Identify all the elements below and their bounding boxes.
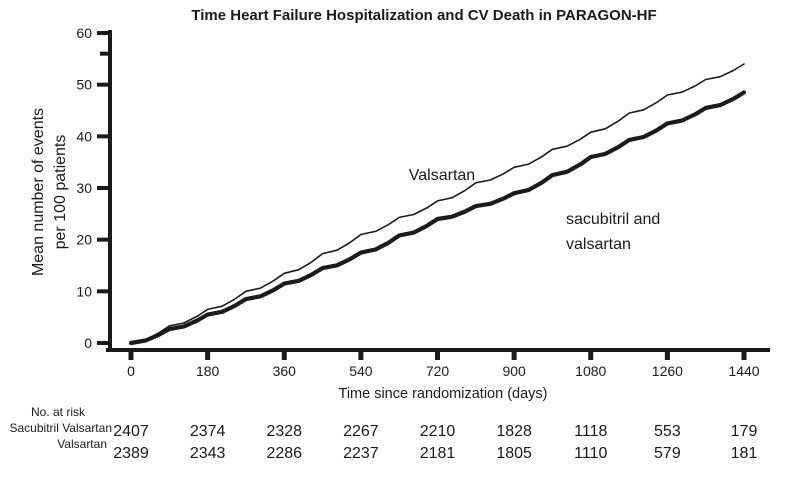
y-axis-ticks: 0 10 20 30 40 50 60	[76, 25, 110, 351]
x-tick-mark	[281, 352, 287, 360]
y-tick-label: 30	[76, 180, 92, 196]
risk-count: 2237	[343, 445, 379, 462]
risk-count: 1110	[574, 445, 607, 462]
x-tick-mark	[741, 352, 747, 360]
y-axis-line	[108, 30, 112, 352]
risk-count: 579	[654, 445, 681, 462]
x-tick-label: 360	[273, 363, 297, 379]
y-axis-title-line2: per 100 patients	[52, 135, 69, 250]
x-tick-label: 1260	[652, 363, 683, 379]
x-axis-title: Time since randomization (days)	[339, 386, 548, 402]
risk-count: 1828	[496, 423, 532, 440]
y-tick-label: 0	[84, 335, 92, 351]
x-tick-mark	[511, 352, 517, 360]
x-tick-mark	[128, 352, 134, 360]
series-label-sacubitril-line2: valsartan	[566, 236, 631, 253]
y-tick-mark	[97, 31, 110, 35]
x-tick-label: 540	[349, 363, 373, 379]
y-tick-mark	[97, 341, 110, 345]
x-tick-mark	[435, 352, 440, 360]
risk-count: 2181	[420, 445, 456, 462]
chart-title: Time Heart Failure Hospitalization and C…	[191, 7, 656, 24]
risk-row-label-valsartan: Valsartan	[57, 437, 107, 451]
risk-count: 2374	[190, 423, 226, 440]
x-axis-line	[106, 348, 770, 352]
risk-count: 2267	[343, 423, 379, 440]
y-minor-tick-mark	[100, 51, 110, 56]
y-tick-label: 50	[76, 77, 92, 93]
y-tick-mark	[97, 82, 110, 87]
y-tick-mark	[97, 289, 110, 294]
risk-count: 179	[731, 423, 758, 440]
x-tick-mark	[588, 352, 594, 360]
x-tick-mark	[205, 352, 211, 360]
risk-table-header: No. at risk	[31, 405, 86, 419]
risk-table-numbers: 2407 2374 2328 2267 2210 1828 1118 553 179 2389 23…	[113, 423, 757, 462]
y-tick-label: 20	[76, 232, 92, 248]
y-tick-mark	[97, 186, 110, 190]
x-tick-label: 180	[196, 363, 220, 379]
risk-count: 1805	[496, 445, 532, 462]
x-tick-label: 900	[502, 363, 526, 379]
risk-count: 2407	[113, 423, 149, 440]
risk-count: 2328	[266, 423, 302, 440]
y-tick-label: 40	[76, 128, 92, 144]
risk-count: 1118	[574, 423, 607, 440]
risk-count: 553	[654, 423, 681, 440]
y-axis-title-line1: Mean number of events	[30, 108, 47, 276]
x-axis-ticks: 0 180 360 540 720 900 1080 1260 1440	[127, 352, 760, 379]
x-tick-mark	[358, 352, 364, 360]
series-label-valsartan: Valsartan	[409, 167, 475, 184]
y-tick-mark	[97, 237, 110, 242]
series-label-sacubitril-line1: sacubitril and	[566, 211, 660, 228]
x-tick-label: 0	[127, 363, 135, 379]
x-tick-label: 720	[426, 363, 450, 379]
series-line-valsartan	[130, 63, 745, 344]
data-series-lines	[128, 63, 747, 346]
risk-count: 2389	[113, 445, 149, 462]
risk-row-label-sacubitril-valsartan: Sacubitril Valsartan	[10, 421, 113, 435]
risk-count: 2343	[190, 445, 226, 462]
y-tick-label: 60	[76, 25, 92, 41]
risk-count: 2210	[420, 423, 456, 440]
y-tick-mark	[97, 134, 110, 139]
series-line-sacubitril-valsartan	[128, 90, 747, 346]
x-tick-label: 1440	[728, 363, 759, 379]
risk-count: 2286	[266, 445, 302, 462]
y-axis-title: Mean number of events per 100 patients	[30, 108, 69, 276]
x-tick-label: 1080	[575, 363, 606, 379]
y-tick-label: 10	[76, 283, 92, 299]
x-tick-mark	[664, 352, 670, 360]
risk-count: 181	[731, 445, 758, 462]
